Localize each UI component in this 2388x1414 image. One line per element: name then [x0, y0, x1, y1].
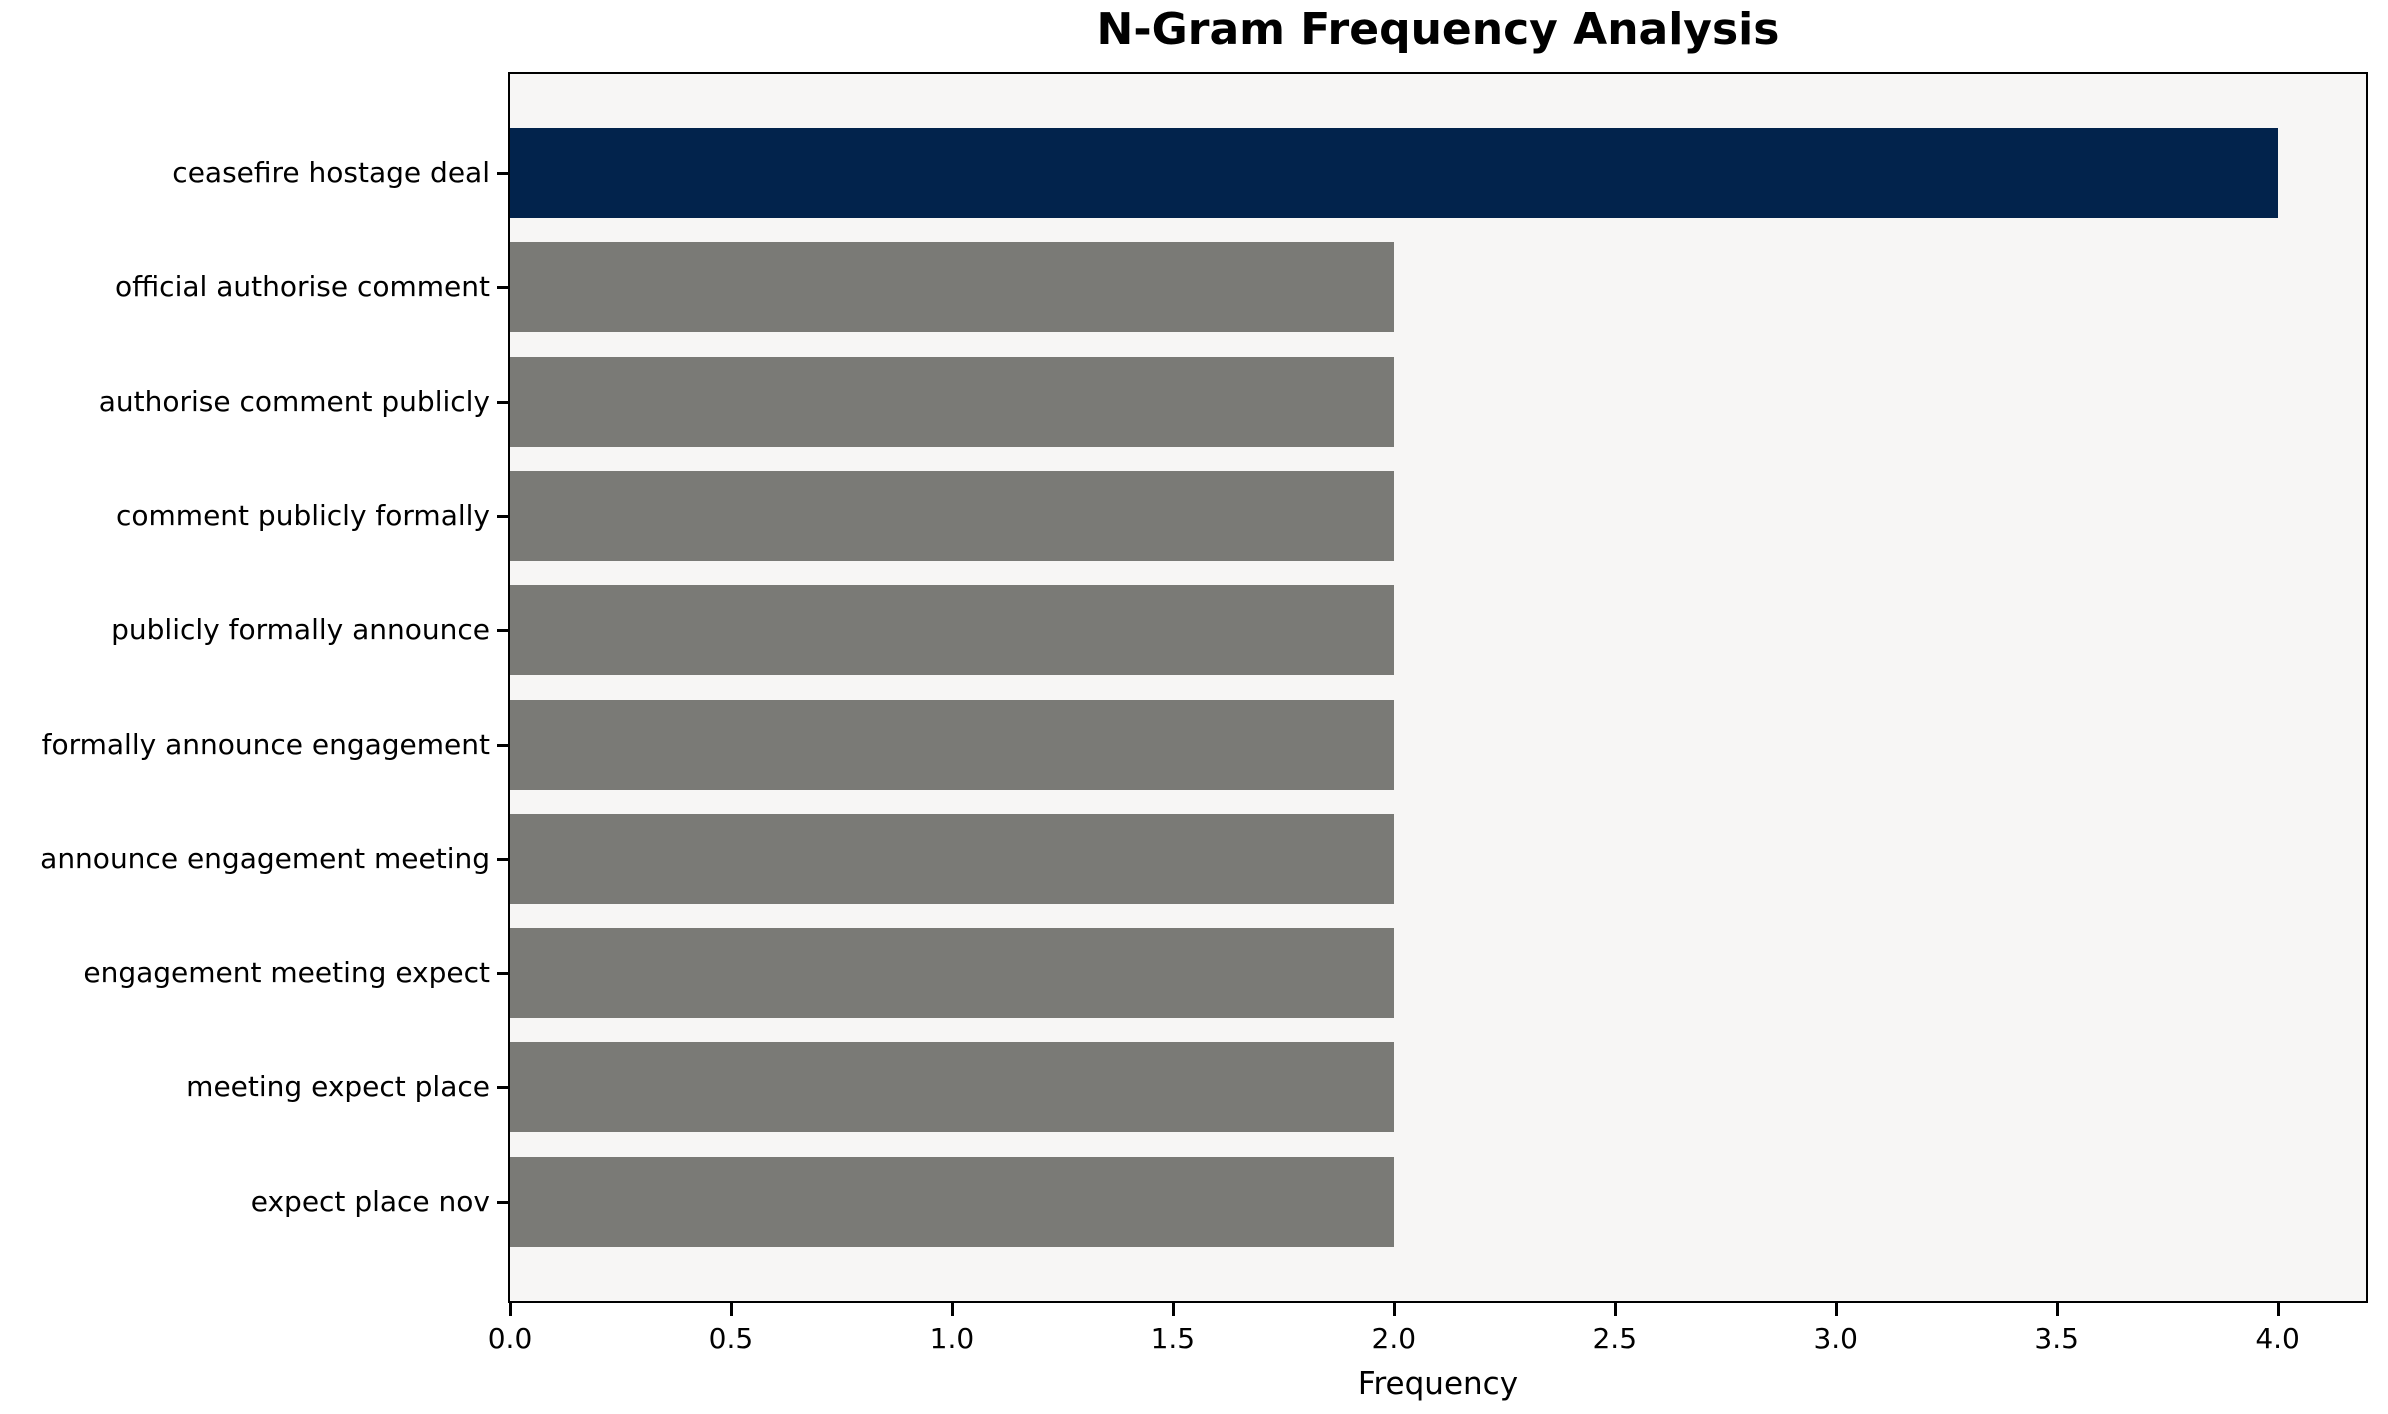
y-tick-label: publicly formally announce: [111, 613, 490, 647]
bar-ceasefire-hostage-deal: [510, 128, 2278, 218]
bar-announce-engagement-meeting: [510, 813, 1394, 904]
x-tick-mark: [1613, 1303, 1617, 1316]
y-tick-mark: [497, 857, 508, 861]
x-tick-label: 3.5: [2034, 1322, 2079, 1355]
bar-expect-place-nov: [510, 1156, 1394, 1247]
y-tick-label: formally announce engagement: [41, 727, 490, 761]
x-tick-mark: [1171, 1303, 1175, 1316]
y-tick-mark: [497, 514, 508, 518]
y-tick-mark: [497, 1200, 508, 1204]
x-tick-label: 2.0: [1371, 1322, 1417, 1355]
y-tick-mark: [497, 172, 508, 175]
y-tick-label: announce engagement meeting: [40, 841, 490, 875]
y-tick-mark: [497, 743, 508, 747]
x-tick-label: 1.5: [1150, 1322, 1196, 1355]
y-tick-label: meeting expect place: [186, 1070, 490, 1104]
y-tick-label: comment publicly formally: [116, 498, 490, 532]
x-tick-label: 1.0: [929, 1322, 975, 1355]
x-tick-mark: [1392, 1303, 1396, 1316]
bar-engagement-meeting-expect: [510, 928, 1394, 1019]
x-tick-label: 4.0: [2255, 1322, 2300, 1355]
y-tick-label: expect place nov: [250, 1184, 490, 1218]
y-tick-mark: [497, 400, 508, 404]
bar-publicly-formally-announce: [510, 585, 1394, 676]
y-tick-mark: [497, 972, 508, 976]
bar-comment-publicly-formally: [510, 470, 1394, 561]
y-tick-label: engagement meeting expect: [83, 956, 490, 990]
bar-formally-announce-engagement: [510, 699, 1394, 790]
x-axis-label: Frequency: [1357, 1366, 1519, 1402]
plot-area: [508, 72, 2368, 1303]
x-tick-label: 0.0: [487, 1322, 533, 1355]
y-tick-label: authorise comment publicly: [98, 384, 490, 418]
bar-meeting-expect-place: [510, 1042, 1394, 1133]
y-tick-mark: [497, 1086, 508, 1090]
x-tick-mark: [729, 1303, 733, 1316]
x-tick-mark: [1834, 1303, 1838, 1316]
x-tick-label: 3.0: [1813, 1322, 1858, 1355]
chart-title: N-Gram Frequency Analysis: [1096, 4, 1780, 55]
bar-official-authorise-comment: [510, 242, 1394, 333]
x-tick-mark: [950, 1303, 954, 1316]
x-tick-mark: [2276, 1303, 2280, 1316]
y-tick-mark: [497, 286, 508, 290]
y-tick-label: ceasefire hostage deal: [172, 156, 490, 189]
y-tick-mark: [497, 629, 508, 633]
x-tick-label: 0.5: [708, 1322, 754, 1355]
x-tick-label: 2.5: [1592, 1322, 1638, 1355]
y-tick-label: official authorise comment: [114, 270, 490, 304]
x-tick-mark: [509, 1303, 512, 1316]
x-tick-mark: [2055, 1303, 2059, 1316]
bar-authorise-comment-publicly: [510, 356, 1394, 447]
